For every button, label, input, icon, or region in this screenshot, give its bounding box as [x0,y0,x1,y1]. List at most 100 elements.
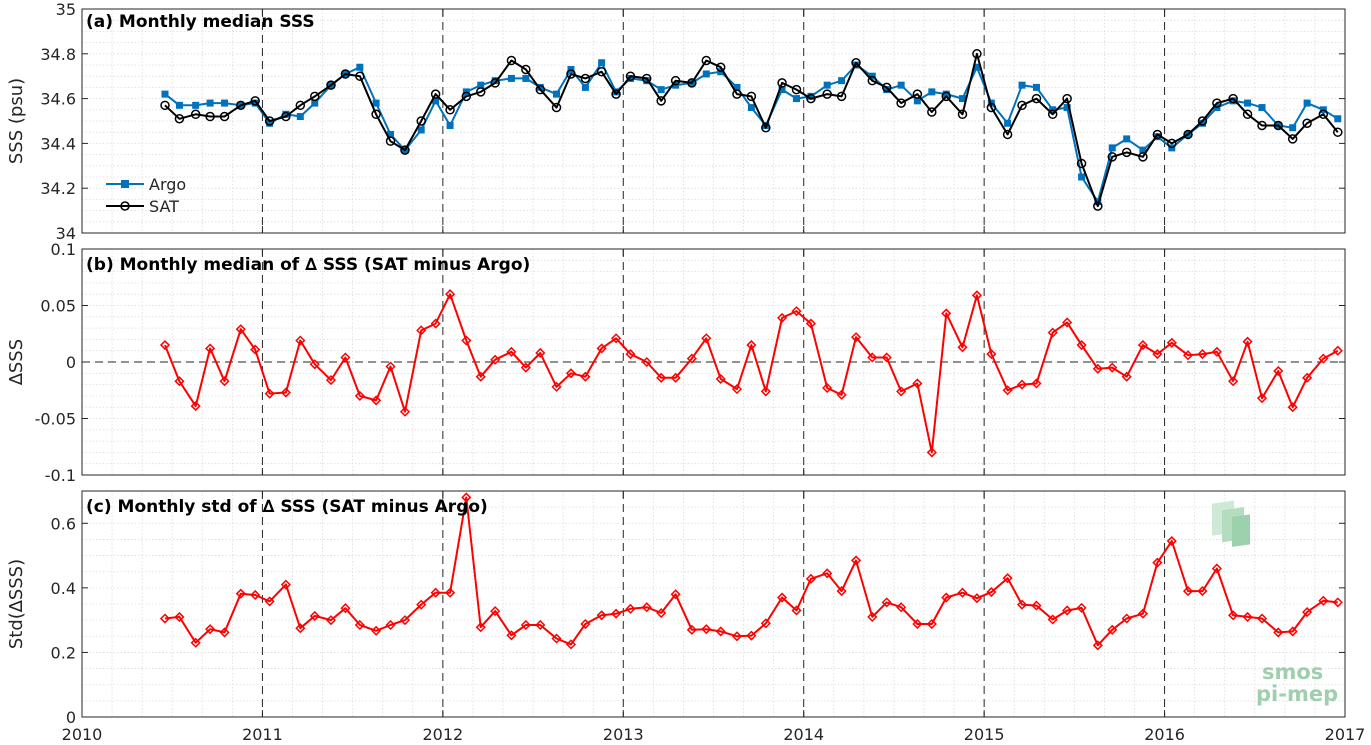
data-point [309,359,320,370]
data-point [686,624,697,635]
data-point [192,101,200,109]
data-point [687,78,697,88]
data-point [1242,109,1253,120]
data-point [1016,599,1028,610]
data-point [1139,146,1147,154]
data-point [385,619,396,631]
y-tick-label: 35 [56,0,76,19]
data-point [281,111,291,122]
data-point [356,63,364,71]
y-tick-label: 0.1 [51,240,76,259]
data-point [1287,134,1298,144]
data-point [1016,379,1028,390]
data-point [280,579,291,590]
data-point [1092,640,1103,651]
data-point [522,74,530,82]
data-point [1004,119,1012,127]
data-point [986,102,997,113]
data-point [445,105,455,115]
data-point [477,81,485,89]
data-point [1229,97,1237,105]
data-point [836,389,847,400]
data-point [1137,339,1148,351]
data-point [881,597,892,608]
data-point [506,346,517,357]
data-point [387,130,395,138]
data-point [1137,608,1148,619]
legend-argo-marker [121,180,129,188]
data-point [1318,109,1329,120]
data-point [777,78,787,88]
data-point [219,111,230,122]
data-point [731,631,743,642]
data-point [520,619,531,631]
data-point [355,71,365,81]
panel-c-y-axis-label: Std(∆SSS) [6,559,27,649]
data-point [942,90,950,98]
data-point [805,573,816,584]
data-point [625,349,636,360]
data-point [715,62,726,72]
data-point [416,599,427,610]
data-point [836,586,847,597]
panel-b-y-axis-label: ∆SSS [6,339,27,386]
data-point [1108,144,1116,152]
data-point [417,126,425,134]
data-point [1287,626,1298,637]
data-point [1152,557,1163,568]
data-point [1047,109,1058,120]
data-point [883,86,891,94]
data-point [1197,349,1208,360]
data-point [296,113,304,121]
data-point [1228,93,1238,104]
data-point [1287,402,1298,413]
legend: Argo SAT [106,175,186,216]
data-point [596,66,607,77]
y-tick-label: 0.2 [51,643,76,662]
data-point [535,84,546,95]
data-point [416,325,427,336]
panel-a-title: (a) Monthly median SSS [86,12,315,32]
data-point [896,602,907,613]
data-point [295,335,306,346]
data-point [566,69,576,79]
data-point [399,406,411,417]
data-point [760,386,771,397]
data-point [1031,378,1042,389]
data-point [1228,376,1239,387]
data-point [971,593,982,604]
data-point [612,88,620,96]
y-tick-label: 34.6 [40,90,76,109]
data-point [235,588,246,599]
data-point [430,318,441,329]
data-point [912,618,923,630]
data-point [656,96,666,106]
data-point [1093,201,1103,211]
data-point [1332,345,1343,356]
data-point [385,136,396,146]
data-point [475,87,486,97]
x-tick-label: 2011 [242,725,283,744]
data-point [627,74,635,82]
data-point [941,592,952,603]
data-point [280,387,291,398]
data-point [553,90,561,98]
x-tick-label: 2017 [1325,725,1366,744]
data-point [778,86,786,94]
data-point [1318,595,1329,606]
data-point [928,88,936,96]
data-point [354,390,365,401]
series-line-panel-1 [164,293,1339,454]
data-point [581,83,589,91]
series-line-sat [164,52,1339,208]
data-point [986,349,997,360]
data-point [791,84,802,95]
data-point [1121,371,1132,382]
data-point [973,63,981,71]
data-point [580,618,591,630]
data-point [372,99,380,107]
data-point [641,73,652,84]
data-point [551,102,562,113]
data-point [206,99,214,107]
